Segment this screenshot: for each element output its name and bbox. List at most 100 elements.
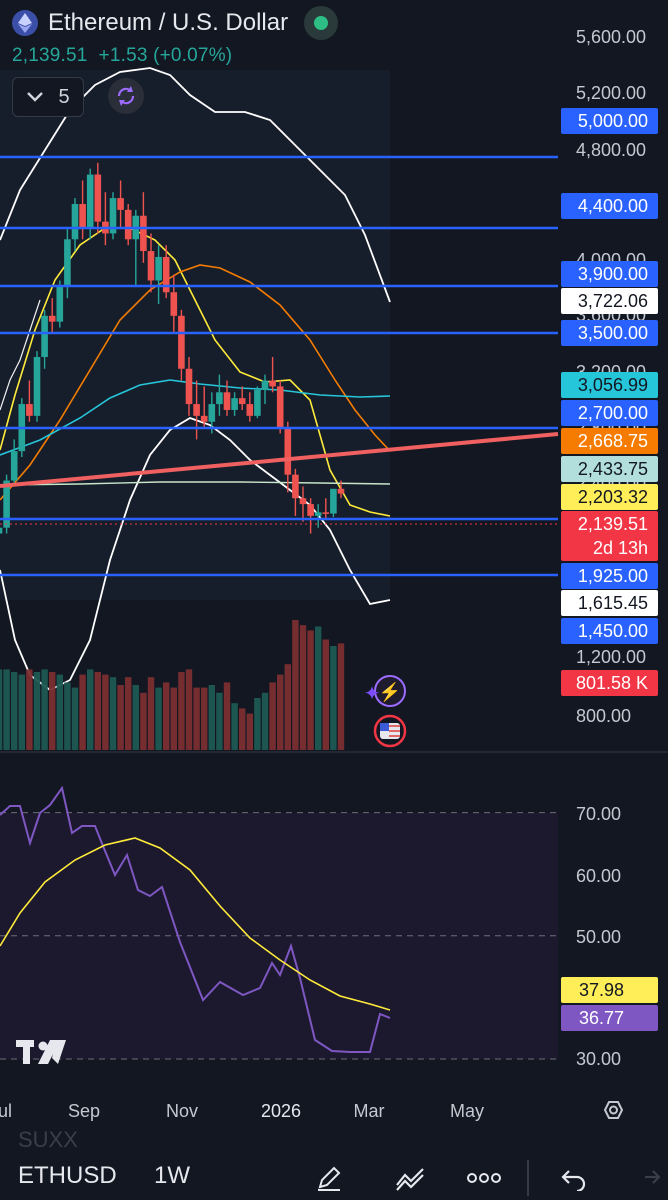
candle-body: [284, 427, 292, 475]
candle-body: [330, 488, 337, 514]
time-axis-label: Sep: [68, 1101, 100, 1121]
volume-bar: [87, 669, 94, 750]
candle-body: [231, 398, 238, 410]
volume-bar: [11, 672, 18, 750]
price-label-text: 2,203.32: [578, 487, 648, 507]
symbol-button[interactable]: ETHUSD: [18, 1162, 117, 1189]
time-axis-label: May: [450, 1101, 484, 1121]
candle-body: [33, 356, 41, 416]
volume-bar: [102, 674, 109, 750]
price-label-tag: [561, 288, 658, 314]
candle-body: [86, 174, 94, 228]
volume-bar: [49, 672, 56, 750]
volume-bar: [239, 708, 246, 750]
candle-body: [56, 286, 64, 322]
indicator-count: 5: [58, 85, 70, 108]
price-label-text: 1,615.45: [578, 593, 648, 613]
price-tick-label: 5,600.00: [576, 27, 646, 47]
rsi-tick-label: 50.00: [576, 927, 621, 947]
ema-fast-line: [0, 227, 391, 517]
market-status-icon[interactable]: [304, 6, 339, 40]
candle-body: [26, 404, 33, 416]
interval-button[interactable]: 1W: [154, 1162, 190, 1189]
symbol-title[interactable]: Ethereum / U.S. Dollar: [48, 9, 289, 36]
candle-body: [216, 392, 223, 405]
redo-icon[interactable]: [628, 1158, 668, 1198]
volume-bar: [223, 682, 231, 750]
volume-bar: [56, 674, 63, 750]
time-axis-label: ul: [0, 1101, 12, 1121]
rsi-tick-label: 30.00: [576, 1049, 621, 1069]
volume-bar: [41, 669, 48, 750]
rsi-line: [0, 785, 391, 1053]
bollinger-upper-line: [0, 67, 391, 303]
price-label-text: 1,925.00: [578, 566, 648, 586]
price-label-text: 3,056.99: [578, 375, 648, 395]
faded-label: SUXX: [18, 1127, 78, 1152]
candle-body: [299, 498, 307, 505]
volume-bar: [269, 682, 276, 750]
candle-body: [178, 315, 185, 369]
ema-mid-line: [0, 264, 391, 501]
price-label-tag: [561, 484, 658, 510]
price-label-text: 2d 13h: [593, 538, 648, 558]
candle-body: [254, 389, 261, 416]
volume-bar: [307, 630, 314, 750]
price-tick-label: 4,800.00: [576, 140, 646, 160]
price-tick-label: 800.00: [576, 706, 631, 726]
rsi-label-tag: [561, 977, 658, 1003]
bollinger-band-fill: [0, 70, 390, 600]
price-tick-label: 5,200.00: [576, 83, 646, 103]
candle-body: [200, 415, 208, 422]
volume-bar: [193, 687, 200, 750]
volume-bar: [299, 625, 307, 750]
price-label-tag: [561, 193, 658, 219]
candle-body: [147, 251, 155, 281]
candle-body: [3, 480, 10, 528]
candle-body: [322, 512, 330, 514]
trend-line: [0, 432, 559, 488]
trend-lines-icon[interactable]: [390, 1158, 430, 1198]
change-value: +1.53 (+0.07%): [98, 45, 233, 66]
candle-body: [79, 203, 86, 228]
candle-body: [223, 392, 231, 410]
price-label-tag: [561, 590, 658, 616]
price-label-text: 3,722.06: [578, 291, 648, 311]
candle-body: [0, 527, 3, 534]
price-label-tag: [561, 320, 658, 346]
price-label-tag: [561, 511, 658, 537]
volume-bar: [170, 687, 177, 750]
price-label-text: 2,700.00: [578, 403, 648, 423]
rsi-label-text: 37.98: [579, 980, 624, 1000]
candle-body: [276, 386, 284, 428]
price-label-text: 2,433.75: [578, 459, 648, 479]
last-price: 2,139.51: [12, 45, 88, 66]
undo-icon[interactable]: [554, 1158, 594, 1198]
price-label-tag: [561, 400, 658, 426]
settings-icon[interactable]: [603, 1101, 624, 1119]
candle-body: [71, 203, 79, 240]
ethereum-icon: [12, 10, 38, 36]
sync-icon[interactable]: [108, 78, 144, 114]
volume-bar: [292, 620, 299, 750]
more-icon[interactable]: [464, 1158, 504, 1198]
volume-bar: [94, 672, 101, 750]
sparkle-icon: ✦: [364, 683, 381, 705]
volume-bar: [26, 669, 33, 750]
lightning-event-icon[interactable]: [374, 675, 406, 707]
settings-icon-center: [609, 1105, 618, 1115]
lightning-glyph: ⚡: [379, 681, 401, 703]
candle-body: [140, 215, 147, 252]
volume-bar: [178, 672, 185, 750]
pencil-icon[interactable]: [309, 1158, 349, 1198]
candle-body: [269, 380, 276, 387]
indicators-collapse-button[interactable]: 5: [12, 77, 84, 117]
volume-bar: [330, 646, 337, 750]
volume-bar: [71, 687, 79, 750]
sma-long-line: [0, 481, 391, 486]
volume-bar: [277, 674, 284, 750]
candle-body: [208, 404, 216, 422]
ema-slow-line: [0, 379, 391, 456]
rsi-ma-line: [0, 837, 391, 1011]
